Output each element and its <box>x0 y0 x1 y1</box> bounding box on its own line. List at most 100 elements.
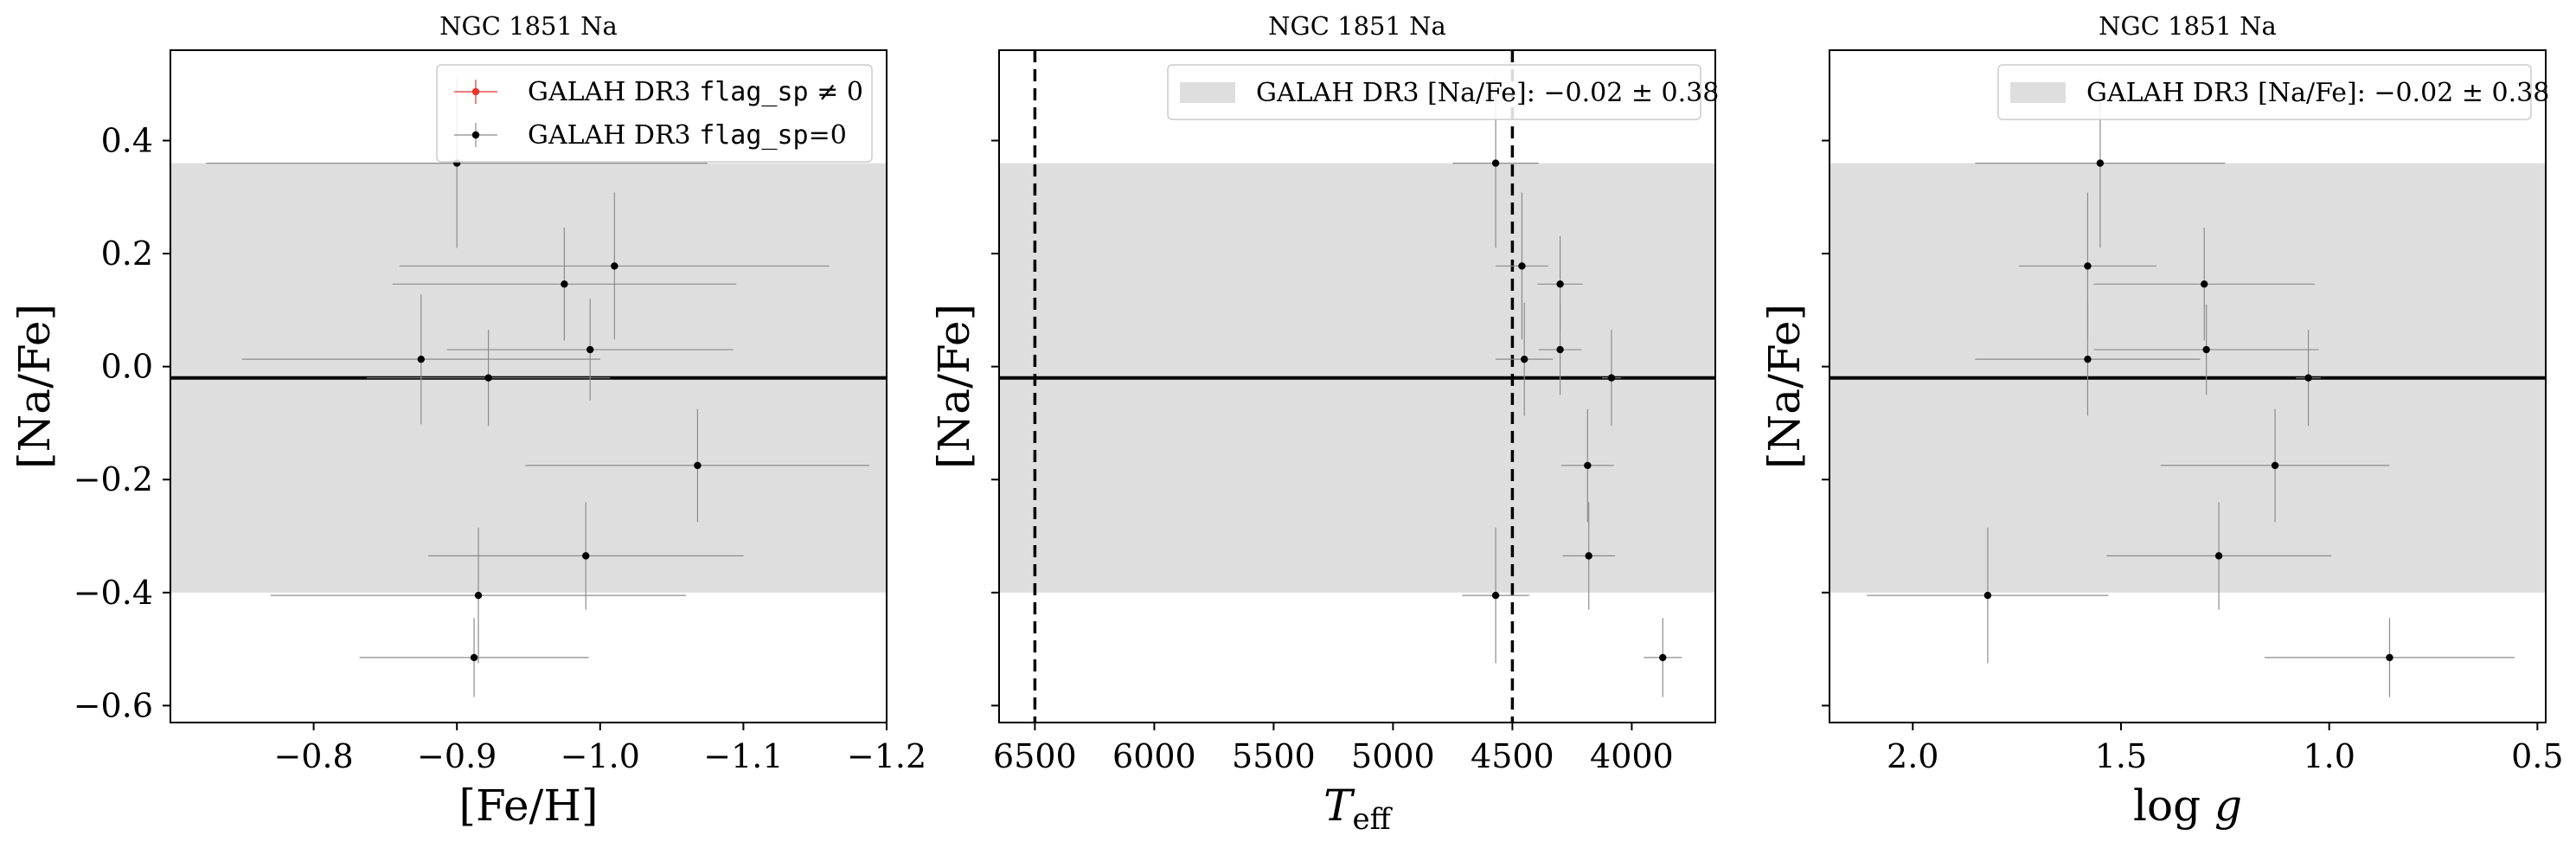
point-marker <box>1607 374 1616 382</box>
point-marker <box>1556 280 1564 288</box>
data-point <box>1601 330 1621 427</box>
legend-box <box>1167 64 1701 120</box>
x-tick-label: −0.8 <box>273 737 353 775</box>
data-point <box>2093 304 2319 395</box>
point-marker <box>484 374 492 382</box>
panel-title: NGC 1851 Na <box>2099 11 2277 41</box>
point-marker <box>2084 355 2092 363</box>
x-tick-label: −1.2 <box>847 737 926 775</box>
legend-entry: GALAH DR3 flag_sp ≠ 0 <box>454 77 863 107</box>
x-tick-label: −1.1 <box>703 737 783 775</box>
x-tick-label: −0.9 <box>417 737 497 775</box>
data-point <box>2265 618 2515 697</box>
panel-3: 2.0 1.5 1.0 0.5 NGC 1851 Na [Na/Fe] log g GALAH… <box>1759 11 2564 831</box>
plot-area <box>170 78 887 697</box>
data-point <box>2093 228 2315 341</box>
legend-entry: GALAH DR3 flag_sp=0 <box>454 120 847 151</box>
data-point <box>392 228 737 341</box>
point-marker <box>470 653 478 662</box>
point-marker <box>1584 461 1592 470</box>
data-point <box>446 299 734 401</box>
legend-label-suffix: =0 <box>809 120 847 151</box>
data-point <box>1538 304 1582 395</box>
data-point <box>1496 302 1554 416</box>
point-marker <box>417 355 425 363</box>
legend-label-code: flag_sp <box>699 120 808 151</box>
x-tick-label: 6500 <box>993 737 1077 775</box>
legend-box <box>1997 64 2532 120</box>
y-tick-label: 0.4 <box>101 121 153 159</box>
x-tick-label: 1.5 <box>2095 737 2147 775</box>
y-tick-label: 0.0 <box>101 348 153 386</box>
point-marker <box>694 461 702 470</box>
legend-box <box>436 64 873 163</box>
axes-frame <box>170 49 888 723</box>
legend-swatch <box>1180 82 1235 103</box>
axes-frame <box>998 49 1716 723</box>
data-point <box>1496 192 1548 340</box>
y-tick-label: −0.6 <box>74 686 153 724</box>
y-axis-title: [Na/Fe] <box>1759 304 1810 469</box>
data-point <box>2296 330 2322 427</box>
panel-1: −0.8 −0.9 −1.0 −1.1 −1.2 0.4 0.2 0.0 −0.2 −0.4 −0.… <box>10 11 926 831</box>
y-axis-title: [Na/Fe] <box>10 304 60 469</box>
legend-label-text: GALAH DR3 <box>528 77 699 107</box>
legend-label: GALAH DR3 [Na/Fe]: −0.02 ± 0.38 <box>2086 78 2549 108</box>
panel-2: 6500 6000 5500 5000 4500 4000 NGC 1851 Na [Na/F… <box>929 11 1719 837</box>
data-point <box>1562 502 1616 610</box>
point-marker <box>1491 591 1500 600</box>
x-axis-title-main: log <box>2133 781 2214 831</box>
x-tick-label: 2.0 <box>1887 737 1938 775</box>
point-marker <box>586 345 594 354</box>
point-marker <box>561 280 568 288</box>
data-point <box>2160 408 2390 523</box>
x-tick-label: 5000 <box>1351 737 1435 775</box>
point-marker <box>2096 159 2105 167</box>
legend-swatch <box>2010 82 2066 103</box>
panel-title: NGC 1851 Na <box>1268 11 1446 41</box>
point-marker <box>582 552 590 560</box>
legend-label: GALAH DR3 flag_sp ≠ 0 <box>528 77 863 107</box>
legend: GALAH DR3 [Na/Fe]: −0.02 ± 0.38 <box>1167 64 1719 120</box>
data-point <box>366 330 611 427</box>
data-point <box>525 408 870 523</box>
point-marker <box>474 591 483 600</box>
legend-label-text: GALAH DR3 <box>528 120 699 151</box>
point-marker <box>2202 345 2210 354</box>
x-tick-label: 6000 <box>1112 737 1196 775</box>
x-tick-label: 0.5 <box>2511 737 2563 775</box>
point-marker <box>2084 262 2092 270</box>
x-tick-label: −1.0 <box>561 737 640 775</box>
y-axis-title: [Na/Fe] <box>929 304 979 469</box>
data-point <box>1462 527 1529 664</box>
point-marker <box>2386 653 2393 662</box>
plot-area <box>1829 78 2546 697</box>
data-point <box>399 192 830 340</box>
data-point <box>1975 302 2201 416</box>
x-axis-title-main: T <box>1323 781 1355 831</box>
point-marker <box>2271 461 2279 470</box>
legend-marker <box>471 87 480 96</box>
legend: GALAH DR3 [Na/Fe]: −0.02 ± 0.38 <box>1997 64 2549 120</box>
point-marker <box>1556 345 1564 354</box>
x-axis-title: [Fe/H] <box>458 781 598 831</box>
y-tick-label: −0.2 <box>74 460 153 498</box>
point-marker <box>1659 653 1667 662</box>
y-tick-label: −0.4 <box>74 574 153 612</box>
data-point <box>270 527 687 664</box>
data-point <box>2106 502 2332 610</box>
x-axis-title-sub: eff <box>1353 802 1394 837</box>
axes-frame <box>1829 49 2547 723</box>
x-tick-label: 1.0 <box>2303 737 2355 775</box>
data-point <box>428 502 744 610</box>
x-tick-label: 4500 <box>1471 737 1554 775</box>
point-marker <box>2304 374 2312 382</box>
point-marker <box>1983 591 1992 600</box>
point-marker <box>1521 355 1528 363</box>
plot-area <box>999 50 1715 723</box>
data-point <box>1644 618 1682 697</box>
x-tick-label: 4000 <box>1590 737 1674 775</box>
x-axis-title: log g <box>2133 781 2242 831</box>
